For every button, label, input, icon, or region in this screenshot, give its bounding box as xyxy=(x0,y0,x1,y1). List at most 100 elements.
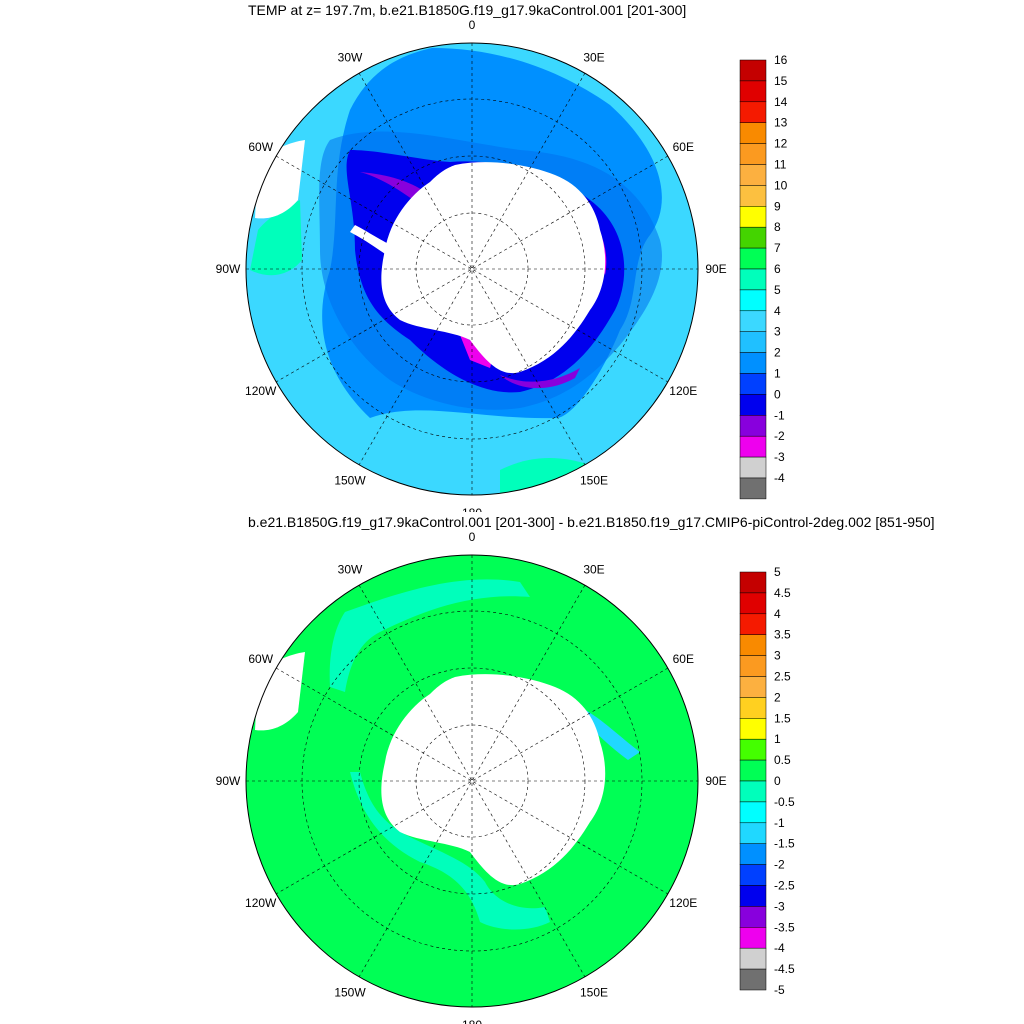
longitude-label: 150E xyxy=(580,473,608,487)
colorbar-swatch xyxy=(739,164,767,186)
longitude-label: 120W xyxy=(245,896,277,910)
colorbar-swatch xyxy=(739,634,767,656)
colorbar-swatch xyxy=(739,843,767,865)
colorbar-tick-label: 3 xyxy=(774,325,781,339)
colorbar-swatch xyxy=(739,885,767,907)
longitude-label: 150W xyxy=(334,473,366,487)
colorbar-swatch xyxy=(739,718,767,740)
graticule-top xyxy=(246,43,698,495)
antarctic-peninsula xyxy=(350,225,400,262)
colorbar-swatch xyxy=(739,947,767,970)
colorbar-swatch xyxy=(739,927,767,949)
longitude-label: 90E xyxy=(705,262,726,276)
colorbar-swatch xyxy=(739,780,767,803)
colorbar-swatch xyxy=(739,310,767,332)
longitude-label: 30E xyxy=(583,51,604,65)
colorbar-swatch xyxy=(739,247,767,270)
longitude-label: 120W xyxy=(245,384,277,398)
colorbar-swatch xyxy=(739,143,767,165)
colorbar-swatch xyxy=(739,456,767,479)
colorbar-tick-label: -3 xyxy=(774,450,785,464)
colorbar-tick-label: 14 xyxy=(774,95,788,109)
longitude-label: 150W xyxy=(334,985,366,999)
colorbar-swatch xyxy=(739,289,767,312)
colorbar-swatch xyxy=(739,415,767,437)
colorbar-swatch xyxy=(739,226,767,249)
difference-map-panel: 0 30E 60E 90E 120E 150E 180 150W 120W 90W 60W 30W 5… xyxy=(216,530,795,1024)
neg-anomaly-south xyxy=(350,772,550,930)
colorbar-tick-label: 2.5 xyxy=(774,670,791,684)
temperature-map-panel: 030E60E90E120E150E180150W120W90W60W30W 1… xyxy=(216,18,788,512)
longitude-label: 120E xyxy=(669,896,697,910)
colorbar-tick-label: 0 xyxy=(774,387,781,401)
antarctica-landmass-bottom xyxy=(381,674,606,886)
colorbar-swatch xyxy=(739,968,767,991)
colorbar-swatch xyxy=(739,80,767,103)
colorbar-tick-label: 4.5 xyxy=(774,586,791,600)
longitude-label: 0 xyxy=(469,530,476,544)
colorbar-swatch xyxy=(739,59,767,82)
colorbar-tick-label: -1 xyxy=(774,816,785,830)
longitude-label: 150E xyxy=(580,985,608,999)
neg-anomaly-north xyxy=(329,579,530,692)
colorbar-swatch xyxy=(739,801,767,824)
polar-map-top xyxy=(246,43,698,495)
colorbar-tick-label: 3 xyxy=(774,649,781,663)
colorbar-tick-label: -1.5 xyxy=(774,837,795,851)
colorbar-tick-label: 12 xyxy=(774,137,788,151)
colorbar-tick-label: 11 xyxy=(774,158,787,172)
colorbar-swatch xyxy=(739,864,767,886)
colorbar-tick-label: -2 xyxy=(774,429,785,443)
warm-patch-west xyxy=(250,200,302,276)
colorbar-tick-label: -5 xyxy=(774,983,785,997)
colorbar-tick-label: 0.5 xyxy=(774,753,791,767)
colorbar-swatch xyxy=(739,122,767,144)
antarctica-landmass xyxy=(381,162,606,374)
colorbar-swatch xyxy=(739,906,767,928)
colorbar-swatch xyxy=(739,738,767,761)
colorbar-swatch xyxy=(739,206,767,228)
longitude-label: 120E xyxy=(669,384,697,398)
longitude-label: 30E xyxy=(583,563,604,577)
colorbar-tick-label: 1 xyxy=(774,367,781,381)
colorbar-tick-label: -2.5 xyxy=(774,879,795,893)
colorbar-tick-label: -4.5 xyxy=(774,962,795,976)
colorbar-swatch xyxy=(739,352,767,374)
colorbar-swatch xyxy=(739,101,767,123)
colorbar-tick-label: 5 xyxy=(774,283,781,297)
colorbar-tick-label: 15 xyxy=(774,74,788,88)
colorbar-tick-label: -3 xyxy=(774,899,785,913)
colorbar-swatch xyxy=(739,477,767,500)
longitude-label: 180 xyxy=(462,1018,482,1024)
longitude-labels-top: 0 30E 60E 90E 120E 150E 180 150W 120W 90W 60W 30W xyxy=(216,18,727,512)
colorbar-swatch xyxy=(739,373,767,395)
polar-map-bottom xyxy=(246,555,698,1007)
longitude-label: 30W xyxy=(338,563,363,577)
longitude-label: 90W xyxy=(216,262,241,276)
graticule-bottom xyxy=(246,555,698,1007)
colorbar-swatch xyxy=(739,571,767,594)
colorbar-swatch xyxy=(739,613,767,635)
colorbar-tick-label: 2 xyxy=(774,346,781,360)
colorbar-swatch xyxy=(739,185,767,207)
colorbar-swatch xyxy=(739,655,767,677)
colorbar-tick-label: -4 xyxy=(774,941,785,955)
longitude-label: 60E xyxy=(673,652,694,666)
colorbar-tick-label: 6 xyxy=(774,262,781,276)
colorbar-swatch xyxy=(739,822,767,844)
colorbar-tick-label: 4 xyxy=(774,607,781,621)
plot-title-bottom: b.e21.B1850G.f19_g17.9kaControl.001 [201… xyxy=(248,514,935,530)
map-border-bottom xyxy=(245,554,699,1008)
longitude-labels-bottom: 0 30E 60E 90E 120E 150E 180 150W 120W 90W 60W 30W xyxy=(216,530,727,1024)
colorbar-tick-label: -3.5 xyxy=(774,920,795,934)
colorbar-swatch xyxy=(739,394,767,416)
colorbar-tick-label: 16 xyxy=(774,53,788,67)
longitude-label: 90W xyxy=(216,774,241,788)
longitude-label: 0 xyxy=(469,18,476,32)
plot-title-top: TEMP at z= 197.7m, b.e21.B1850G.f19_g17.… xyxy=(248,2,687,18)
colorbar-swatch xyxy=(739,331,767,353)
colorbar-tick-label: -4 xyxy=(774,471,785,485)
cold-patch-south xyxy=(500,368,580,389)
neg-anomaly-east xyxy=(580,707,640,760)
